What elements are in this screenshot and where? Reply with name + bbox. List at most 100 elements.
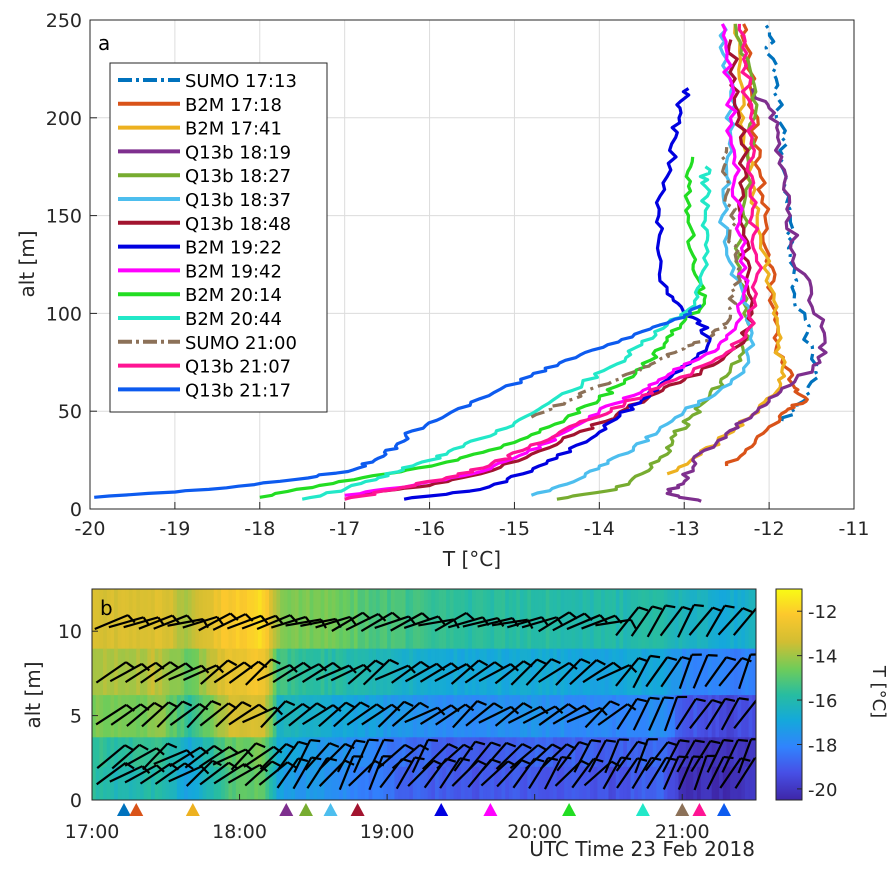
heatmap-cell [612, 694, 617, 738]
heatmap-cell [578, 648, 584, 696]
heatmap-cell [719, 589, 724, 649]
x-tick-label: -14 [584, 518, 615, 540]
heatmap-cell [390, 589, 396, 649]
heatmap-cell [254, 766, 259, 800]
wind-barb-flag [215, 664, 225, 674]
heatmap-cell [132, 736, 137, 767]
heatmap-cell [313, 589, 318, 649]
heatmap-cell [700, 766, 705, 800]
heatmap-cell [748, 589, 753, 649]
wind-barb-shaft [331, 611, 364, 632]
heatmap-cell [353, 589, 359, 649]
heatmap-cell [191, 589, 196, 649]
heatmap-cell [460, 766, 466, 800]
heatmap-cell [110, 736, 115, 767]
wind-barb-flag [318, 663, 328, 672]
heatmap-cell [143, 694, 148, 738]
wind-barb-shaft [596, 664, 630, 682]
wind-barb-shaft [182, 664, 217, 681]
wind-barb-shaft [168, 664, 203, 681]
heatmap-cell [623, 648, 628, 696]
wind-barb-shaft [407, 759, 435, 787]
wind-barb-flag [465, 612, 475, 621]
heatmap-cell [582, 766, 587, 800]
wind-barb-shaft [705, 605, 726, 638]
heatmap-cell [545, 694, 551, 738]
wind-barb-flag [427, 738, 439, 742]
heatmap-cell [165, 648, 171, 696]
heatmap-cell [660, 766, 665, 800]
wind-barb-shaft [676, 739, 696, 773]
heatmap-cell [125, 589, 130, 649]
heatmap-cell [317, 694, 322, 738]
heatmap-cell [401, 736, 407, 767]
heatmap-cell [604, 736, 610, 767]
wind-barb-shaft [494, 702, 525, 727]
wind-barb-shaft [154, 762, 186, 785]
heatmap-cell [228, 736, 233, 767]
heatmap-cell [309, 589, 314, 649]
wind-barb-flag [494, 661, 504, 669]
heatmap-cell [564, 766, 569, 800]
heatmap-cell [634, 589, 639, 649]
heatmap-cell [427, 766, 432, 800]
heatmap-cell [324, 766, 329, 800]
heatmap-cell [619, 648, 624, 696]
wind-barb-shaft [556, 741, 581, 772]
wind-barb-flag [695, 697, 706, 703]
wind-barb-shaft [491, 618, 528, 627]
wind-barb-shaft [604, 739, 620, 774]
heatmap-cell [704, 589, 709, 649]
heatmap-cell [435, 766, 440, 800]
heatmap-cell [198, 736, 204, 767]
heatmap-cell [475, 766, 480, 800]
colorbar-frame [775, 588, 803, 801]
wind-barb-flag [244, 748, 254, 758]
heatmap-cell [708, 736, 713, 767]
heatmap-cell [121, 766, 126, 800]
wind-barb-shaft [597, 703, 629, 726]
wind-barb-shaft [692, 654, 709, 689]
wind-barb-shaft [434, 663, 468, 683]
heatmap-cell [486, 694, 491, 738]
heatmap-cell [682, 648, 687, 696]
wind-barb-shaft [391, 744, 421, 770]
heatmap-cell [117, 766, 123, 800]
colorbar-tick-label: -14 [808, 647, 837, 668]
heatmap-cell [291, 736, 296, 767]
wind-barb-shaft [110, 703, 142, 726]
x-tick-label: -20 [74, 518, 105, 540]
wind-barb-flag [725, 656, 737, 662]
panel-b-label: b [100, 596, 113, 620]
x-tick-label: 18:00 [212, 821, 267, 843]
legend-entry: B2M 19:42 [185, 261, 282, 282]
heatmap-cell [744, 766, 750, 800]
heatmap-cell [468, 648, 473, 696]
wind-barb-shaft [571, 758, 595, 789]
heatmap-cell [460, 589, 466, 649]
heatmap-cell [198, 694, 204, 738]
wind-barb-flag [724, 697, 736, 702]
heatmap-cell [567, 736, 573, 767]
heatmap-cell [571, 766, 576, 800]
heatmap-cell [206, 766, 211, 800]
wind-barb-shaft [346, 703, 378, 726]
heatmap-cell [479, 589, 484, 649]
heatmap-cell [350, 694, 355, 738]
heatmap-cell [187, 736, 193, 767]
heatmap-cell [206, 694, 211, 738]
wind-barb-shaft [646, 757, 667, 790]
wind-barb-flag [710, 739, 721, 745]
heatmap-cell [368, 736, 373, 767]
wind-barb-flag [255, 742, 266, 749]
x-tick-label: 17:00 [65, 821, 120, 843]
heatmap-cell [512, 694, 517, 738]
heatmap-cell [733, 589, 739, 649]
heatmap-cell [202, 589, 207, 649]
heatmap-cell [221, 589, 226, 649]
heatmap-cell [346, 694, 351, 738]
heatmap-cell [741, 766, 746, 800]
legend-entry: SUMO 21:00 [185, 333, 297, 354]
heatmap-cell [110, 589, 115, 649]
heatmap-cell [601, 766, 606, 800]
